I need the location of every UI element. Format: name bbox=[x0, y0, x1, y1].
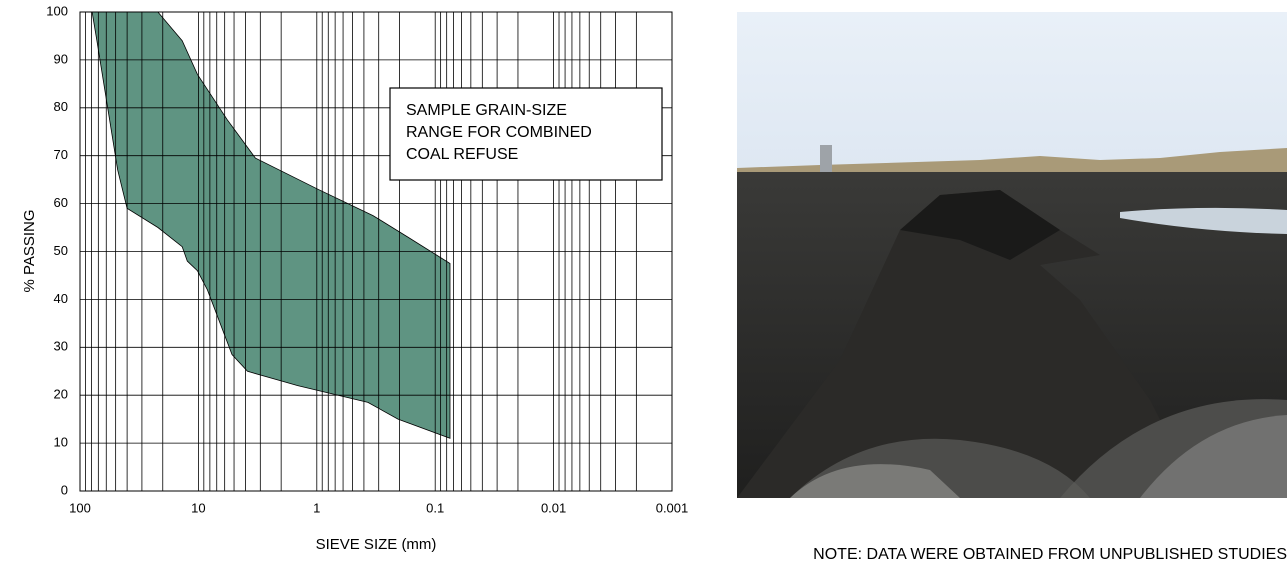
y-tick-label: 70 bbox=[54, 147, 68, 162]
x-tick-label: 10 bbox=[191, 500, 205, 515]
y-axis-label: % PASSING bbox=[21, 209, 38, 292]
y-tick-label: 90 bbox=[54, 51, 68, 66]
y-tick-label: 0 bbox=[61, 482, 68, 497]
y-tick-label: 100 bbox=[46, 3, 68, 18]
plot bbox=[79, 11, 673, 492]
annotation-text: RANGE FOR COMBINED bbox=[406, 124, 592, 141]
annotation-text: COAL REFUSE bbox=[406, 146, 518, 163]
x-tick-label: 0.1 bbox=[426, 500, 444, 515]
x-tick-label: 1 bbox=[313, 500, 320, 515]
y-tick-label: 80 bbox=[54, 99, 68, 114]
y-tick-label: 10 bbox=[54, 435, 68, 450]
x-tick-label: 100 bbox=[69, 500, 91, 515]
annotation-text: SAMPLE GRAIN-SIZE bbox=[406, 102, 567, 119]
x-tick-label: 0.01 bbox=[541, 500, 566, 515]
x-tick-label: 0.001 bbox=[656, 500, 689, 515]
note: NOTE: DATA WERE OBTAINED FROM UNPUBLISHE… bbox=[813, 546, 1287, 563]
photo bbox=[737, 12, 1287, 498]
annotation-box bbox=[389, 87, 663, 181]
y-tick-label: 50 bbox=[54, 243, 68, 258]
y-tick-label: 40 bbox=[54, 291, 68, 306]
y-tick-label: 30 bbox=[54, 339, 68, 354]
y-tick-label: 20 bbox=[54, 387, 68, 402]
x-axis-label: SIEVE SIZE (mm) bbox=[316, 536, 437, 553]
y-tick-label: 60 bbox=[54, 195, 68, 210]
grain-size-band bbox=[91, 11, 451, 439]
